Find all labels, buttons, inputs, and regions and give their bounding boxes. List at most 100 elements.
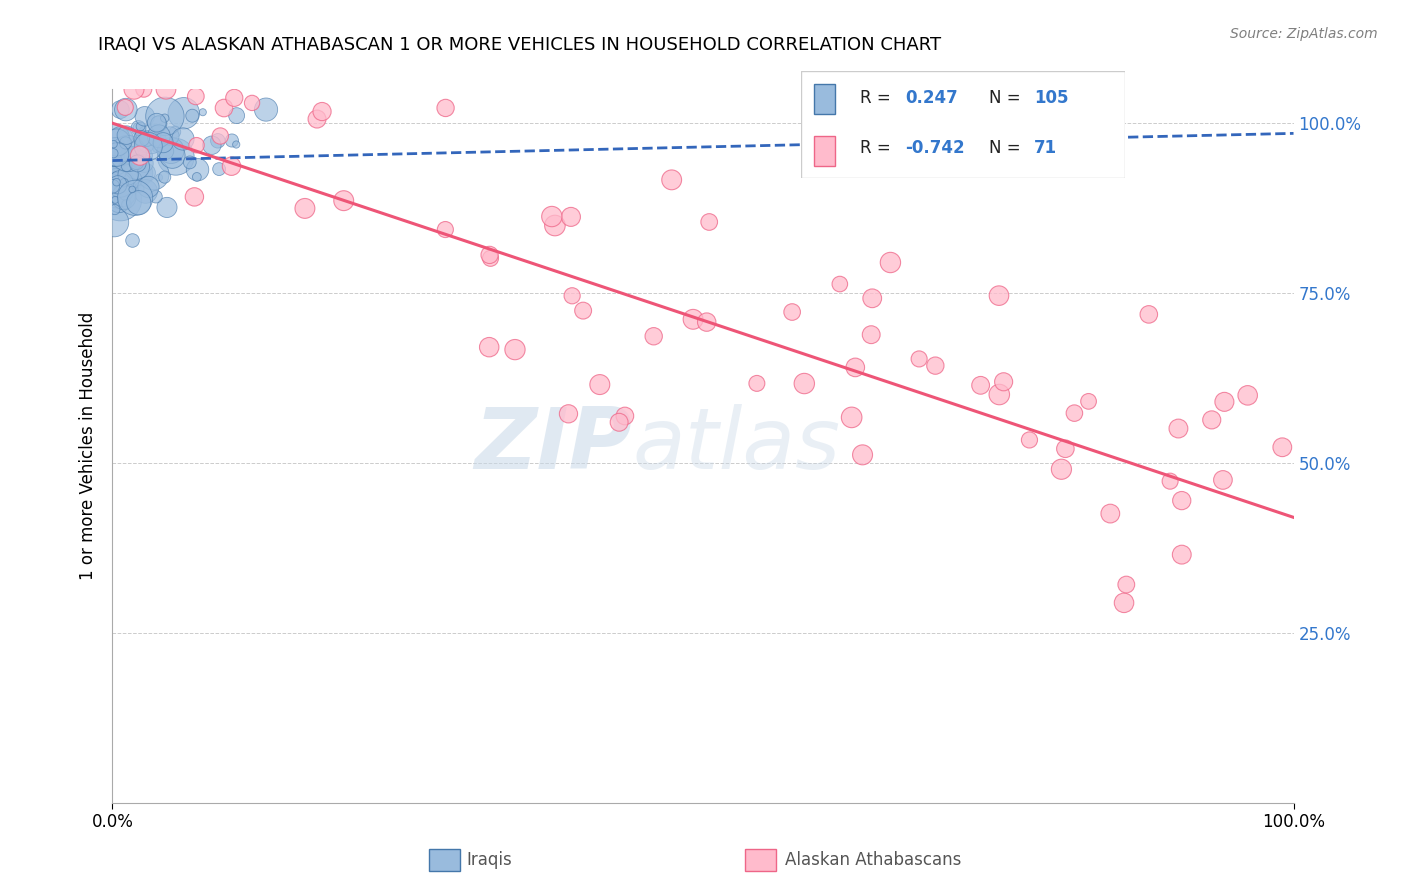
- Point: [1115, 577, 1137, 591]
- Point: [128, 166, 150, 180]
- Text: Alaskan Athabascans: Alaskan Athabascans: [785, 851, 960, 869]
- Point: [148, 129, 170, 144]
- Point: [125, 160, 148, 174]
- Point: [153, 111, 176, 125]
- Point: [163, 125, 186, 139]
- Point: [153, 109, 176, 123]
- Point: [209, 128, 232, 143]
- Point: [165, 150, 187, 164]
- Point: [115, 197, 138, 211]
- Point: [1212, 473, 1234, 487]
- Text: atlas: atlas: [633, 404, 841, 488]
- Point: [112, 176, 135, 190]
- Point: [540, 210, 562, 224]
- Point: [860, 291, 883, 305]
- Point: [1170, 493, 1192, 508]
- Point: [201, 138, 224, 153]
- Point: [117, 168, 139, 182]
- Point: [122, 172, 145, 186]
- Point: [311, 104, 333, 119]
- Point: [305, 112, 328, 126]
- Point: [503, 343, 526, 357]
- Point: [153, 170, 176, 185]
- Point: [162, 148, 184, 162]
- Text: Source: ZipAtlas.com: Source: ZipAtlas.com: [1230, 27, 1378, 41]
- Point: [1077, 394, 1099, 409]
- Point: [152, 136, 174, 150]
- Point: [103, 137, 125, 152]
- Point: [125, 155, 148, 169]
- Point: [103, 146, 125, 161]
- Point: [131, 131, 153, 145]
- Point: [173, 106, 195, 120]
- Point: [127, 156, 149, 170]
- Point: [643, 329, 665, 343]
- Point: [114, 153, 136, 167]
- Point: [1271, 440, 1294, 454]
- Point: [105, 176, 128, 190]
- Point: [112, 186, 135, 201]
- Point: [240, 95, 263, 110]
- Point: [160, 144, 183, 158]
- Point: [1201, 413, 1223, 427]
- Point: [1236, 388, 1258, 402]
- Point: [225, 137, 247, 152]
- Point: [181, 109, 204, 123]
- Point: [613, 409, 636, 423]
- Point: [1112, 596, 1135, 610]
- Point: [254, 103, 277, 117]
- Point: [134, 136, 156, 150]
- Point: [780, 305, 803, 319]
- Point: [155, 144, 177, 158]
- Point: [294, 202, 316, 216]
- Point: [224, 91, 246, 105]
- Point: [134, 109, 156, 123]
- Point: [110, 193, 132, 207]
- Point: [208, 162, 231, 177]
- Point: [1137, 307, 1160, 321]
- Point: [105, 136, 128, 150]
- Point: [879, 255, 901, 269]
- Point: [207, 134, 229, 148]
- Point: [114, 152, 136, 166]
- Point: [828, 277, 851, 291]
- Point: [589, 377, 612, 392]
- Point: [142, 167, 165, 181]
- Point: [924, 359, 946, 373]
- Y-axis label: 1 or more Vehicles in Household: 1 or more Vehicles in Household: [79, 312, 97, 580]
- Point: [129, 182, 152, 196]
- Point: [108, 174, 131, 188]
- Point: [103, 152, 125, 166]
- Point: [1099, 507, 1122, 521]
- Point: [1213, 395, 1236, 409]
- Point: [696, 315, 718, 329]
- Point: [117, 146, 139, 161]
- Point: [104, 167, 127, 181]
- Point: [104, 202, 127, 217]
- Point: [148, 117, 170, 131]
- Text: R =: R =: [859, 89, 896, 107]
- Point: [557, 407, 579, 421]
- Point: [607, 415, 630, 429]
- Point: [108, 178, 131, 192]
- Text: R =: R =: [859, 139, 896, 157]
- Point: [186, 169, 208, 184]
- Point: [134, 156, 156, 170]
- Text: 105: 105: [1035, 89, 1069, 107]
- Point: [183, 190, 205, 204]
- Point: [572, 303, 595, 318]
- Point: [103, 215, 125, 229]
- Point: [1171, 548, 1194, 562]
- Point: [115, 159, 138, 173]
- Point: [184, 89, 207, 103]
- Point: [121, 234, 143, 248]
- Point: [132, 82, 155, 96]
- Point: [191, 105, 214, 120]
- Text: N =: N =: [988, 139, 1026, 157]
- Point: [139, 132, 162, 146]
- Point: [105, 147, 128, 161]
- Point: [105, 159, 128, 173]
- Point: [104, 156, 127, 170]
- Point: [104, 169, 127, 183]
- Point: [103, 149, 125, 163]
